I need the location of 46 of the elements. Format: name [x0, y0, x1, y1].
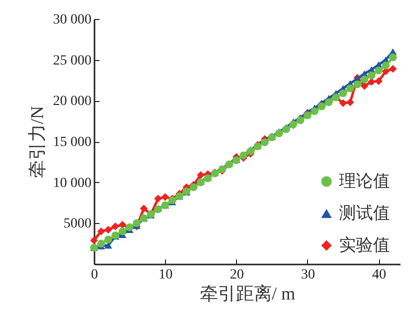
legend-label: 实验值 [339, 236, 390, 254]
point [196, 171, 205, 179]
y-axis-title: 牵引力/N [27, 106, 47, 178]
y-tick-label: 5000 [64, 216, 92, 232]
y-tick-label: 15 000 [53, 135, 92, 150]
x-tick-label: 0 [91, 268, 98, 282]
point [360, 76, 368, 84]
x-tick-label: 40 [372, 268, 386, 282]
point [132, 219, 141, 228]
y-tick-label: 20 000 [53, 94, 92, 110]
point [368, 71, 376, 80]
point [111, 222, 120, 230]
point [97, 240, 105, 248]
legend-label: 测试值 [339, 204, 390, 222]
point [368, 78, 376, 86]
point [90, 236, 98, 244]
point [374, 77, 383, 85]
y-tick-label: 30 000 [53, 12, 92, 28]
point [190, 183, 198, 192]
point [318, 102, 326, 110]
point [374, 66, 383, 74]
point [304, 112, 312, 120]
point [353, 80, 362, 88]
point [140, 204, 148, 212]
point [161, 193, 170, 201]
x-tick-label: 20 [230, 268, 244, 282]
point [346, 84, 354, 92]
point [382, 62, 390, 70]
legend-label: 理论值 [339, 172, 390, 190]
y-tick-label: 10 000 [53, 176, 92, 191]
point [389, 54, 397, 62]
point [154, 194, 162, 203]
x-tick-label: 30 [300, 268, 315, 282]
x-tick-label: 10 [158, 268, 173, 282]
point [346, 98, 354, 106]
point [104, 226, 112, 234]
point [118, 220, 126, 229]
point [339, 99, 347, 107]
point [339, 89, 347, 98]
x-axis-title: 牵引距离/ m [200, 284, 296, 304]
point [389, 64, 397, 73]
point [97, 227, 105, 236]
point [118, 227, 126, 236]
y-tick-label: 25 000 [53, 53, 92, 68]
point [104, 236, 112, 244]
point [360, 82, 368, 90]
